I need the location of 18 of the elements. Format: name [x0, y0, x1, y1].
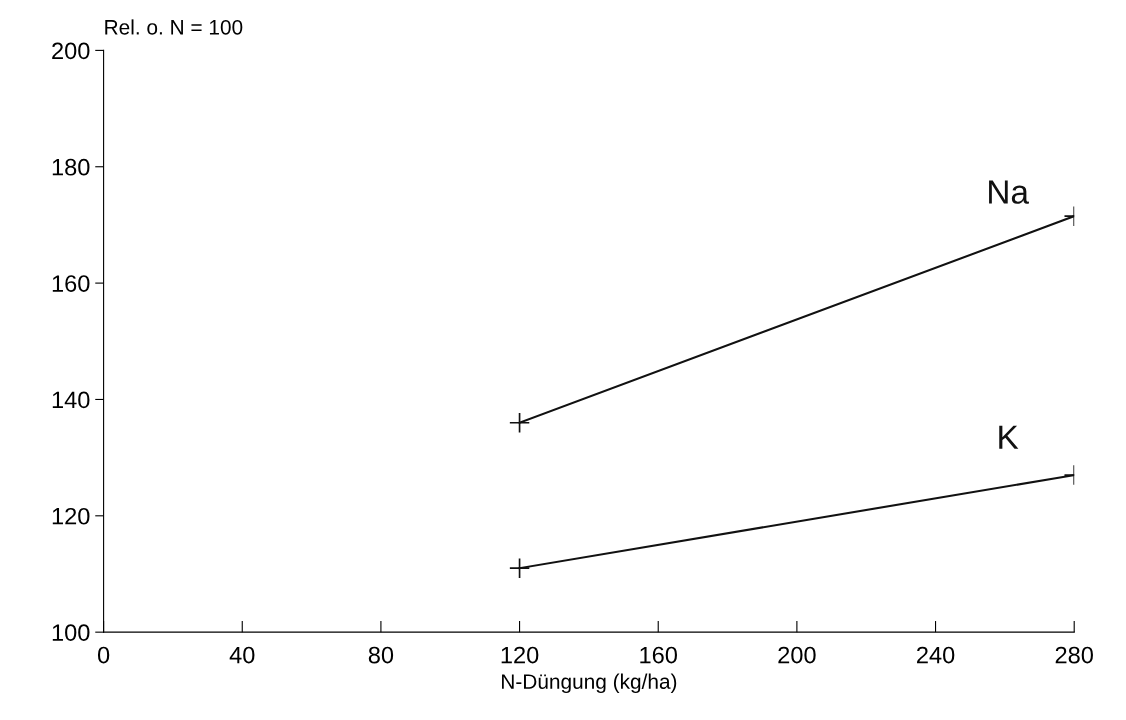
- y-axis-title: Rel. o. N = 100: [105, 19, 243, 35]
- y-tick-label: 100: [52, 624, 90, 641]
- x-tick-label: 0: [97, 646, 110, 664]
- y-tick-label: 120: [52, 507, 90, 525]
- x-tick-label: 200: [778, 646, 816, 664]
- y-tick-label: 180: [52, 158, 90, 176]
- series-label: K: [999, 425, 1019, 449]
- x-tick-label: 40: [229, 646, 255, 664]
- y-tick-label: 200: [52, 42, 90, 60]
- series-label: Na: [989, 180, 1029, 204]
- y-tick-label: 140: [52, 391, 90, 409]
- x-tick-label: 80: [368, 646, 394, 664]
- y-tick-label: 160: [52, 275, 90, 292]
- x-tick-label: 240: [917, 646, 955, 664]
- x-tick-label: 160: [640, 646, 677, 664]
- x-axis-title: N-Düngung (kg/ha): [502, 673, 677, 694]
- x-tick-label: 280: [1055, 646, 1093, 664]
- x-tick-label: 120: [501, 646, 539, 664]
